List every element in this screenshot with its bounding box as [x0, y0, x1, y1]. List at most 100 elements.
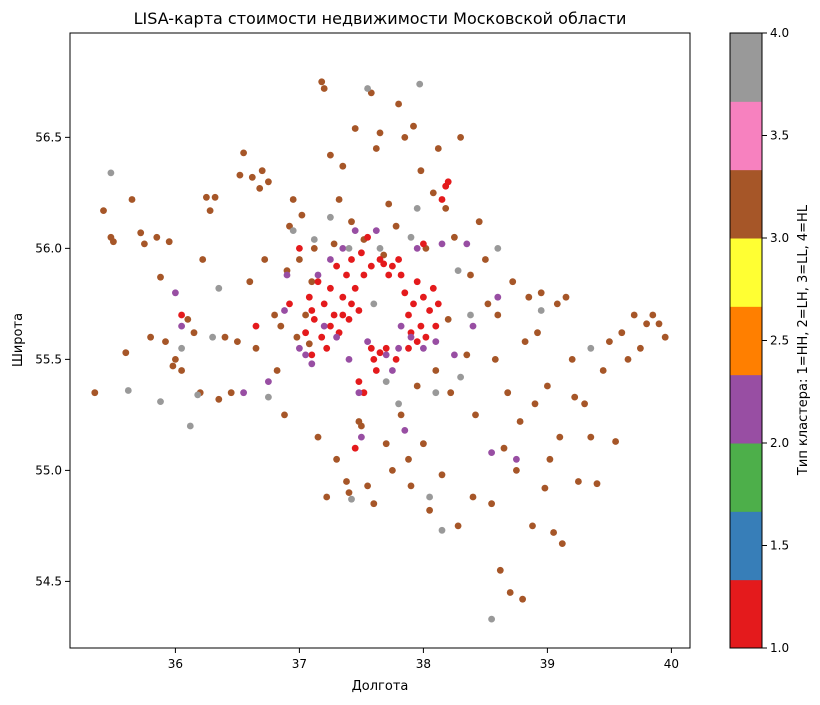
data-point — [256, 185, 264, 192]
colorbar-segment — [730, 101, 762, 171]
data-point — [397, 271, 405, 279]
data-point — [343, 271, 350, 279]
data-point — [401, 427, 409, 434]
data-point — [227, 389, 235, 397]
data-point — [516, 418, 524, 425]
data-point — [281, 307, 288, 314]
data-point — [389, 467, 396, 474]
data-point — [339, 311, 347, 319]
data-point — [330, 311, 338, 319]
y-tick-label: 56.0 — [35, 241, 62, 255]
data-point — [513, 467, 520, 474]
data-point — [258, 167, 266, 175]
data-point — [186, 422, 194, 430]
data-point — [385, 200, 393, 208]
data-point — [382, 440, 390, 448]
data-point — [587, 344, 595, 352]
data-point — [546, 455, 554, 463]
data-point — [413, 245, 421, 252]
data-point — [364, 233, 371, 241]
colorbar-segment — [730, 33, 762, 102]
data-point — [506, 589, 514, 596]
data-point — [451, 233, 458, 241]
data-point — [345, 316, 353, 323]
colorbar-segment — [730, 579, 762, 649]
data-point — [410, 122, 417, 130]
data-point — [308, 351, 316, 359]
data-point — [420, 344, 427, 352]
data-point — [190, 329, 198, 337]
data-point — [296, 245, 303, 252]
data-point — [320, 300, 328, 308]
data-point — [178, 367, 186, 374]
data-point — [444, 178, 452, 186]
data-point — [599, 367, 607, 374]
plot-frame — [69, 32, 691, 649]
data-point — [537, 307, 545, 314]
data-point — [401, 134, 409, 141]
data-point — [494, 245, 502, 252]
data-point — [364, 482, 371, 490]
data-point — [348, 256, 355, 263]
data-point — [372, 367, 380, 374]
data-point — [432, 338, 440, 345]
data-point — [434, 300, 442, 308]
colorbar-tick-label: 3.5 — [770, 129, 789, 143]
data-point — [293, 333, 301, 341]
data-point — [318, 333, 326, 341]
data-point — [318, 78, 326, 86]
data-point — [236, 171, 244, 179]
data-point — [327, 256, 334, 263]
data-point — [211, 193, 219, 201]
data-point — [358, 249, 365, 257]
data-point — [488, 615, 495, 623]
data-point — [348, 300, 355, 308]
data-point — [358, 433, 365, 441]
data-point — [339, 162, 347, 170]
data-point — [199, 256, 207, 263]
data-point — [265, 393, 272, 401]
data-point — [413, 278, 421, 286]
data-point — [348, 495, 355, 503]
data-point — [544, 382, 551, 390]
colorbar-tick-label: 1.5 — [770, 539, 789, 553]
data-point — [417, 167, 425, 175]
colorbar-segment — [730, 238, 762, 307]
data-point — [380, 251, 388, 259]
data-point — [519, 595, 526, 603]
data-point — [343, 478, 350, 485]
colorbar-tick-label: 4.0 — [770, 26, 789, 40]
data-point — [184, 316, 192, 323]
data-point — [444, 316, 452, 323]
data-point — [286, 300, 293, 308]
data-point — [320, 85, 328, 92]
data-point — [612, 438, 619, 445]
data-point — [426, 307, 433, 314]
data-point — [376, 256, 384, 263]
data-point — [277, 322, 285, 330]
data-point — [410, 300, 417, 308]
data-point — [265, 378, 272, 385]
data-point — [416, 80, 424, 88]
data-point — [429, 189, 437, 197]
data-point — [469, 493, 477, 501]
data-point — [305, 293, 313, 301]
data-point — [438, 526, 446, 534]
data-point — [333, 262, 340, 270]
data-point — [302, 351, 309, 359]
data-point — [438, 196, 446, 203]
data-point — [310, 245, 318, 252]
chart-title: LISA-карта стоимости недвижимости Москов… — [134, 9, 627, 28]
data-point — [147, 333, 155, 341]
data-point — [110, 238, 117, 246]
data-point — [438, 471, 446, 479]
x-tick-label: 38 — [416, 657, 431, 671]
colorbar-tick-label: 1.0 — [770, 641, 789, 655]
data-point — [395, 344, 402, 352]
data-point — [571, 393, 579, 401]
data-point — [141, 240, 148, 248]
data-point — [178, 311, 186, 319]
data-point — [392, 356, 400, 363]
data-point — [165, 238, 173, 246]
data-point — [575, 478, 582, 485]
